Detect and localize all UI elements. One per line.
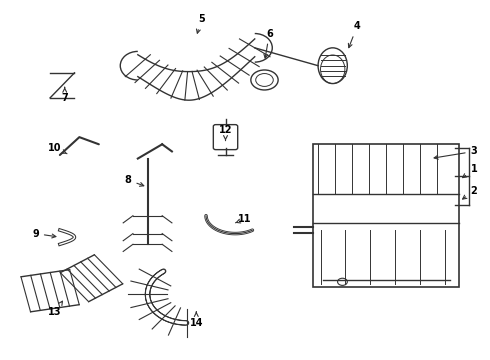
Text: 1: 1: [463, 164, 477, 177]
Text: 2: 2: [463, 186, 477, 199]
Text: 10: 10: [48, 143, 67, 154]
Text: 4: 4: [348, 21, 361, 48]
Text: 11: 11: [236, 214, 252, 224]
Text: 6: 6: [264, 28, 273, 58]
Text: 9: 9: [32, 229, 56, 239]
Text: 7: 7: [61, 87, 68, 103]
Text: 8: 8: [124, 175, 144, 186]
Text: 12: 12: [219, 125, 232, 140]
Text: 13: 13: [48, 301, 62, 317]
Text: 3: 3: [434, 147, 477, 159]
Text: 14: 14: [190, 312, 203, 328]
Text: 5: 5: [196, 14, 204, 33]
